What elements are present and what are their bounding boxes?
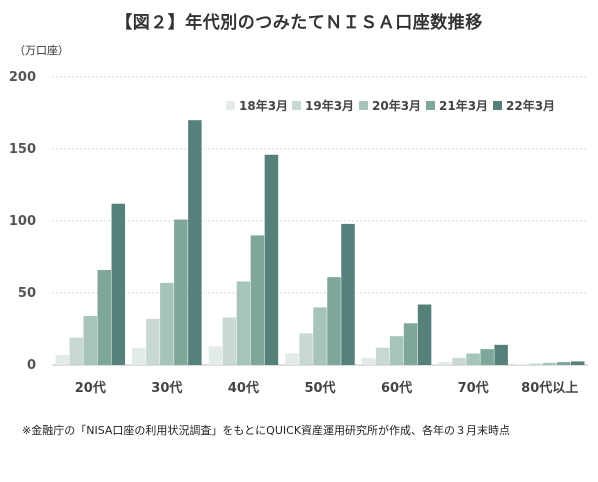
bar-21年3月-60代 [403, 323, 418, 365]
bar-20年3月-20代 [83, 316, 98, 365]
y-axis-ticks: 0 50 100 150 200 [9, 70, 36, 373]
bar-18年3月-20代 [55, 354, 70, 365]
legend-label: 20年3月 [372, 98, 421, 113]
y-tick-label: 100 [9, 214, 36, 229]
bar-21年3月-50代 [327, 277, 341, 365]
bar-19年3月-40代 [222, 317, 237, 365]
legend-swatch [426, 101, 435, 110]
x-category-label: 30代 [151, 380, 182, 396]
legend-label: 21年3月 [439, 98, 488, 113]
bar-22年3月-20代 [111, 203, 126, 365]
bar-18年3月-70代 [438, 362, 452, 365]
bar-21年3月-40代 [250, 235, 265, 365]
bar-22年3月-70代 [494, 344, 508, 365]
legend-swatch [226, 101, 235, 110]
bar-20年3月-60代 [389, 336, 404, 365]
bar-22年3月-40代 [264, 154, 279, 365]
legend-swatch [493, 101, 502, 110]
bar-18年3月-40代 [208, 346, 223, 365]
x-category-label: 40代 [228, 380, 259, 396]
bar-20年3月-30代 [160, 282, 174, 365]
y-tick-label: 200 [9, 70, 36, 85]
bar-20年3月-80代以上 [542, 362, 557, 365]
bar-19年3月-80代以上 [528, 363, 543, 365]
bar-21年3月-20代 [97, 269, 112, 365]
x-category-label: 50代 [304, 380, 335, 396]
x-category-label: 80代以上 [521, 380, 578, 396]
bars [55, 120, 585, 365]
bar-18年3月-80代以上 [514, 364, 529, 365]
x-category-label: 20代 [75, 380, 106, 396]
x-axis-categories: 20代 30代 40代 50代 60代 70代 80代以上 [75, 380, 579, 396]
y-tick-label: 150 [9, 142, 36, 157]
legend: 18年3月 19年3月 20年3月 21年3月 22年3月 [226, 98, 555, 113]
y-tick-label: 0 [27, 358, 36, 373]
bar-20年3月-70代 [466, 353, 480, 365]
x-category-label: 70代 [458, 380, 489, 396]
source-note: ※金融庁の「NISA口座の利用状況調査」をもとにQUICK資産運用研究所が作成、… [22, 424, 511, 437]
bar-22年3月-60代 [417, 304, 432, 365]
bar-21年3月-30代 [174, 219, 188, 365]
chart-title: 【図２】年代別のつみたてＮＩＳＡ口座数推移 [115, 13, 483, 33]
bar-22年3月-30代 [188, 120, 202, 365]
bar-20年3月-50代 [313, 307, 327, 365]
bar-22年3月-80代以上 [570, 361, 585, 365]
legend-label: 22年3月 [506, 98, 555, 113]
bar-18年3月-60代 [361, 357, 376, 365]
legend-swatch [292, 101, 301, 110]
x-category-label: 60代 [381, 380, 412, 396]
bar-21年3月-80代以上 [556, 362, 571, 365]
legend-label: 18年3月 [239, 98, 288, 113]
bar-18年3月-30代 [132, 347, 146, 365]
bar-19年3月-50代 [299, 333, 313, 365]
legend-swatch [359, 101, 368, 110]
bar-20年3月-40代 [236, 281, 251, 365]
legend-label: 19年3月 [305, 98, 354, 113]
bar-19年3月-30代 [146, 318, 160, 365]
y-axis-unit-label: （万口座） [14, 44, 69, 57]
bar-19年3月-60代 [375, 347, 390, 365]
bar-19年3月-20代 [69, 337, 84, 365]
bar-21年3月-70代 [480, 349, 494, 365]
bar-19年3月-70代 [452, 357, 466, 365]
y-tick-label: 50 [18, 286, 36, 301]
bar-22年3月-50代 [341, 223, 355, 365]
bar-18年3月-50代 [285, 353, 299, 365]
